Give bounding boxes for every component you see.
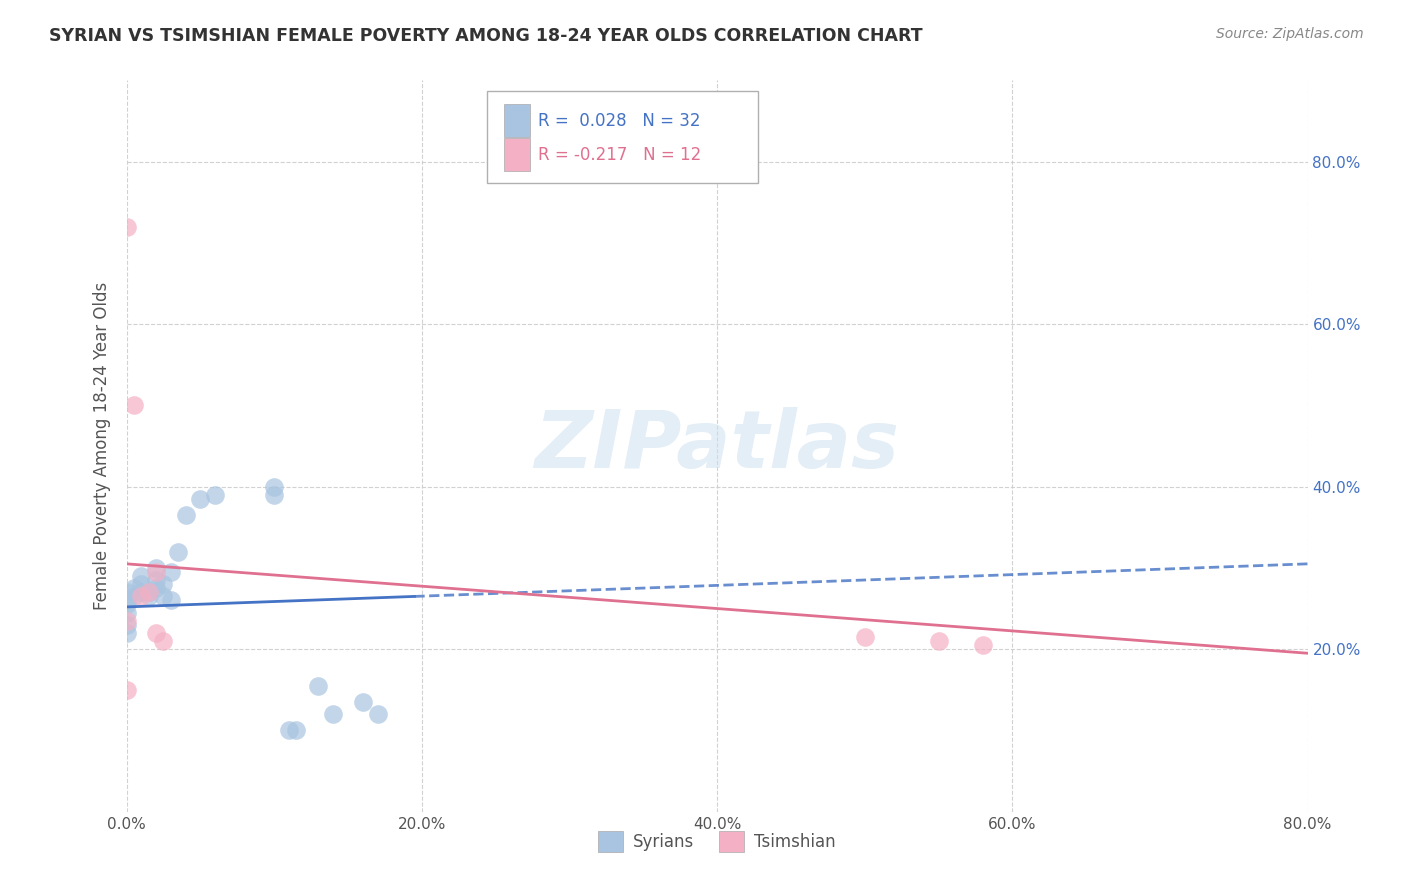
Point (145, 573, 167, 587)
Point (115, 617, 138, 632)
Point (152, 590, 174, 604)
Point (145, 581, 167, 595)
Point (115, 598, 138, 612)
Point (115, 593, 138, 607)
Point (278, 723, 301, 738)
Point (138, 585, 160, 599)
Point (115, 682, 138, 697)
FancyBboxPatch shape (486, 91, 758, 183)
Point (263, 488, 285, 502)
Point (204, 488, 226, 502)
Point (122, 590, 145, 604)
Point (853, 630, 876, 644)
Point (367, 707, 389, 722)
Point (115, 614, 138, 628)
Text: R = -0.217   N = 12: R = -0.217 N = 12 (537, 146, 700, 164)
Point (167, 544, 190, 558)
Point (129, 569, 153, 583)
Point (115, 606, 138, 620)
Point (129, 585, 153, 599)
Point (122, 398, 145, 412)
FancyBboxPatch shape (505, 104, 530, 137)
Text: SYRIAN VS TSIMSHIAN FEMALE POVERTY AMONG 18-24 YEAR OLDS CORRELATION CHART: SYRIAN VS TSIMSHIAN FEMALE POVERTY AMONG… (49, 27, 922, 45)
Point (322, 707, 344, 722)
Point (138, 585, 160, 599)
Point (160, 565, 183, 579)
Point (129, 577, 153, 591)
Point (152, 634, 174, 648)
Y-axis label: Female Poverty Among 18-24 Year Olds: Female Poverty Among 18-24 Year Olds (93, 282, 111, 610)
Point (122, 581, 145, 595)
Point (188, 491, 212, 506)
Point (928, 634, 950, 648)
Text: ZIPatlas: ZIPatlas (534, 407, 900, 485)
Point (115, 219, 138, 234)
Point (160, 593, 183, 607)
Point (352, 695, 374, 709)
FancyBboxPatch shape (505, 138, 530, 171)
Point (263, 480, 285, 494)
Point (138, 590, 160, 604)
Point (145, 561, 167, 575)
Point (115, 585, 138, 599)
Point (145, 626, 167, 640)
Point (972, 638, 994, 652)
Point (129, 590, 153, 604)
Point (308, 679, 330, 693)
Text: Source: ZipAtlas.com: Source: ZipAtlas.com (1216, 27, 1364, 41)
Point (115, 626, 138, 640)
Text: R =  0.028   N = 32: R = 0.028 N = 32 (537, 112, 700, 129)
Legend: Syrians, Tsimshian: Syrians, Tsimshian (592, 824, 842, 858)
Point (285, 723, 308, 738)
Point (174, 508, 197, 522)
Point (152, 577, 174, 591)
Point (145, 565, 167, 579)
